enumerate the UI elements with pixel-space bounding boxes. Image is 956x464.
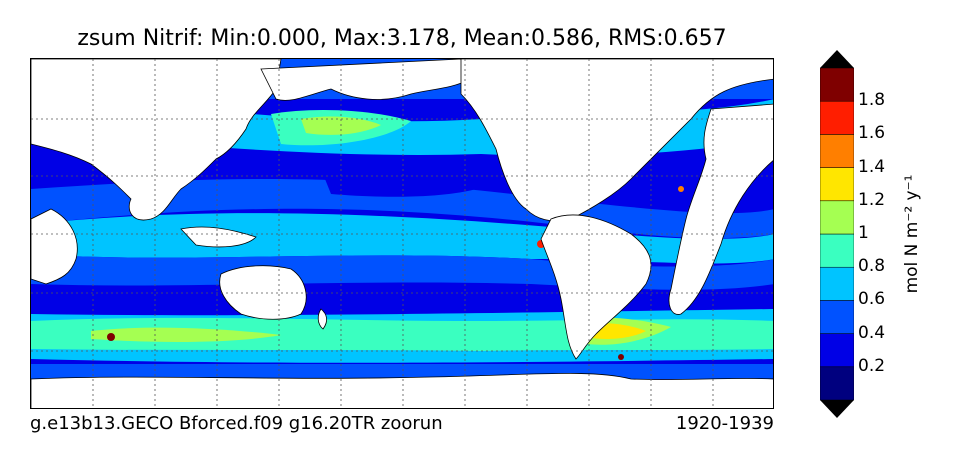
north-pacific-gyre <box>321 163 501 197</box>
australia-land <box>219 265 307 320</box>
colorbar-segment <box>820 333 854 368</box>
colorbar-segment <box>820 266 854 301</box>
colorbar-tick-label: 1.8 <box>858 90 886 111</box>
hotspot-indian <box>107 333 115 341</box>
europe-africa-land <box>668 103 773 315</box>
colorbar-tick-label: 0.4 <box>858 322 886 343</box>
colorbar-tick-label: 0.8 <box>858 256 886 277</box>
south-america-land <box>540 214 652 360</box>
colorbar-tick-label: 1.6 <box>858 123 886 144</box>
colorbar-extend-min <box>820 400 854 418</box>
colorbar-segment <box>820 67 854 102</box>
colorbar-tick-label: 1 <box>858 223 869 243</box>
colorbar-tick-label: 0.2 <box>858 355 886 376</box>
new-zealand-land <box>317 308 327 330</box>
map-panel <box>30 58 774 409</box>
antarctica-land <box>31 373 773 408</box>
colorbar-tick-label: 1.4 <box>858 156 886 177</box>
case-name-label: g.e13b13.GECO Bforced.f09 g16.20TR zooru… <box>30 413 443 434</box>
colorbar-extend-max <box>820 50 854 68</box>
eurasia-land <box>31 59 282 221</box>
hotspot-falkland <box>618 354 624 360</box>
colorbar-segment <box>820 200 854 235</box>
colorbar <box>820 50 854 418</box>
colorbar-segment <box>820 233 854 268</box>
colorbar-unit-label: mol N m⁻² y⁻¹ <box>902 174 922 294</box>
indonesia-land <box>180 226 257 248</box>
colorbar-segment <box>820 167 854 202</box>
map-gridlines <box>31 59 773 408</box>
africa-west-land <box>31 208 78 285</box>
period-label: 1920-1939 <box>675 413 774 434</box>
hotspot-canary <box>678 186 684 192</box>
colorbar-segment <box>820 100 854 135</box>
colorbar-tick-label: 1.2 <box>858 189 886 210</box>
southern-yellow-patch <box>91 327 281 342</box>
asia-east-land <box>260 59 472 101</box>
nitrification-map <box>31 59 773 408</box>
colorbar-segment <box>820 134 854 168</box>
colorbar-segment <box>820 366 854 401</box>
map-title: zsum Nitrif: Min:0.000, Max:3.178, Mean:… <box>77 26 727 51</box>
colorbar-tick-label: 0.6 <box>858 289 886 310</box>
colorbar-segment <box>820 300 854 334</box>
